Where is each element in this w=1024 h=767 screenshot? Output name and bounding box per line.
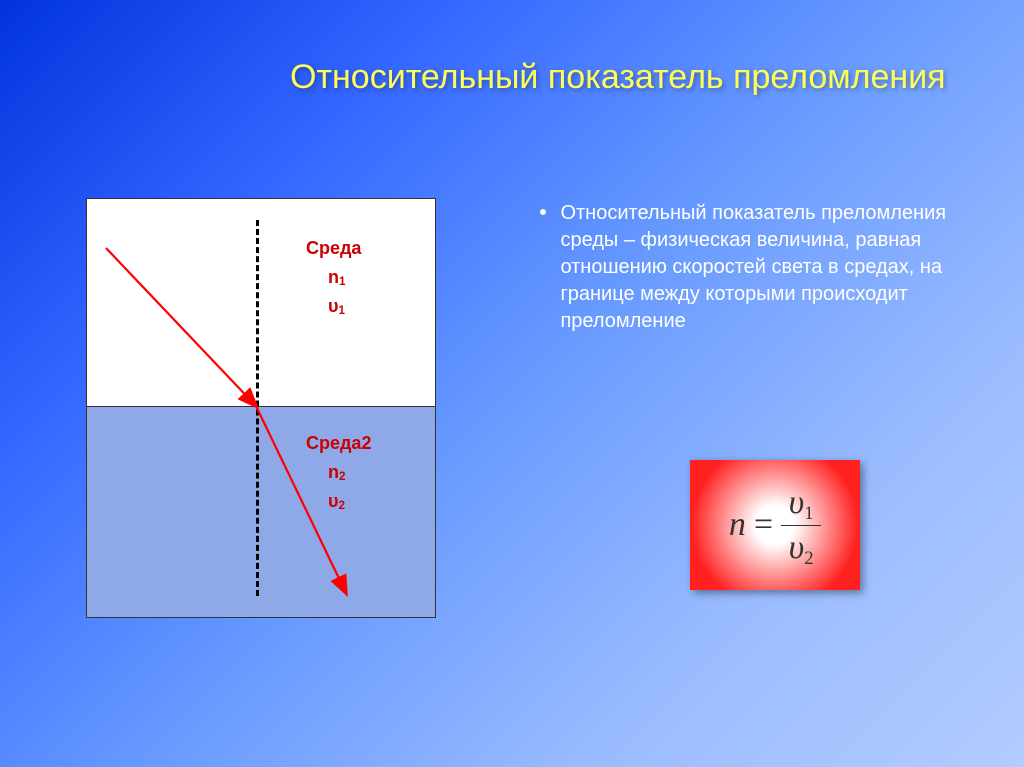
normal-line: [256, 220, 259, 596]
medium-2: [86, 406, 436, 618]
medium-1-name: Среда: [306, 238, 361, 259]
slide-title: Относительный показатель преломления: [290, 55, 946, 99]
medium-2-labels: Среда2 n2 υ2: [306, 433, 371, 520]
medium-1-labels: Среда n1 υ1: [306, 238, 361, 325]
formula-lhs: n: [729, 506, 746, 544]
formula-denominator: υ2: [789, 529, 814, 567]
bullet-icon: [540, 209, 546, 215]
formula-eq: =: [754, 506, 773, 544]
medium-2-v: υ2: [306, 491, 371, 512]
definition-block: Относительный показатель преломления сре…: [540, 200, 970, 335]
medium-1-n: n1: [306, 267, 361, 288]
medium-2-name: Среда2: [306, 433, 371, 454]
medium-1: [86, 198, 436, 406]
refraction-diagram: Среда n1 υ1 Среда2 n2 υ2: [86, 198, 436, 618]
formula-numerator: υ1: [789, 484, 814, 522]
medium-1-v: υ1: [306, 296, 361, 317]
definition-text: Относительный показатель преломления сре…: [560, 200, 960, 335]
formula-box: n = υ1 υ2: [690, 460, 860, 590]
medium-2-n: n2: [306, 462, 371, 483]
fraction-line: [781, 525, 821, 526]
formula: n = υ1 υ2: [729, 484, 821, 567]
formula-fraction: υ1 υ2: [781, 484, 821, 567]
